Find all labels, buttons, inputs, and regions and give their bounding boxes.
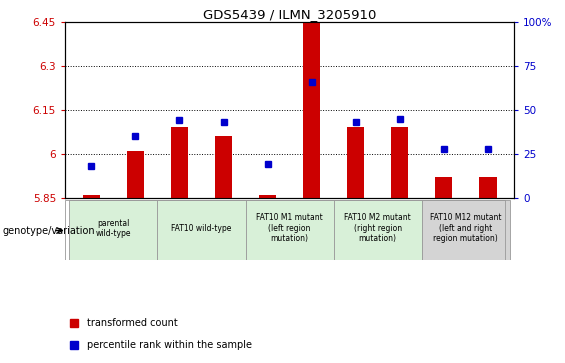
Text: FAT10 M2 mutant
(right region
mutation): FAT10 M2 mutant (right region mutation) (344, 213, 411, 243)
Text: percentile rank within the sample: percentile rank within the sample (88, 340, 253, 350)
Bar (347, 127, 364, 198)
Text: FAT10 M1 mutant
(left region
mutation): FAT10 M1 mutant (left region mutation) (256, 213, 323, 243)
Text: genotype/variation: genotype/variation (3, 225, 95, 236)
Bar (82, 195, 100, 198)
Text: FAT10 M12 mutant
(left and right
region mutation): FAT10 M12 mutant (left and right region … (430, 213, 502, 243)
Bar (158, 200, 246, 260)
Text: FAT10 wild-type: FAT10 wild-type (171, 224, 232, 233)
Bar (127, 151, 144, 198)
Bar (246, 200, 333, 260)
Bar (435, 177, 453, 198)
Bar (391, 127, 408, 198)
Text: transformed count: transformed count (88, 318, 178, 328)
Text: parental
wild-type: parental wild-type (95, 219, 131, 238)
Bar (421, 200, 510, 260)
Bar (215, 136, 232, 198)
Bar (171, 127, 188, 198)
Bar (303, 22, 320, 198)
Bar (333, 200, 421, 260)
Bar (479, 177, 497, 198)
Title: GDS5439 / ILMN_3205910: GDS5439 / ILMN_3205910 (203, 8, 376, 21)
Bar (259, 195, 276, 198)
Bar (69, 200, 158, 260)
